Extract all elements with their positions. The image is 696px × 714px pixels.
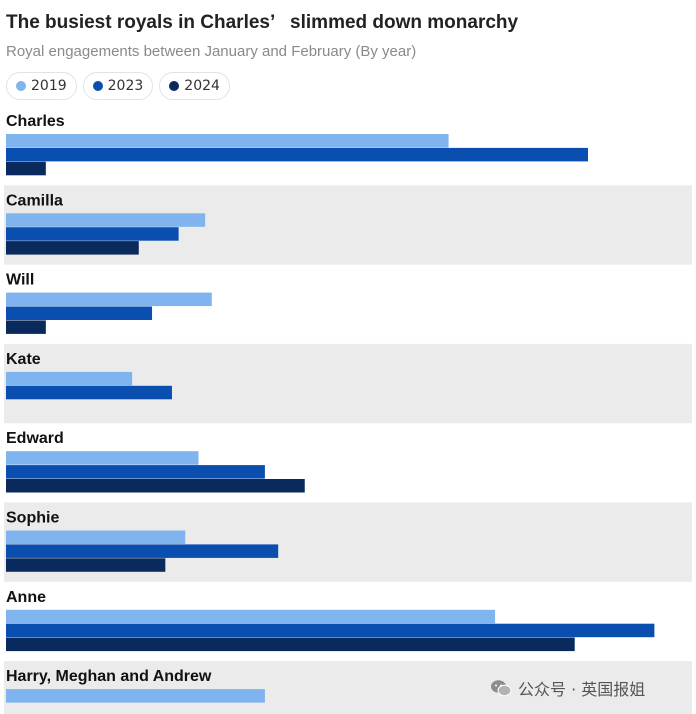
category-label: Camilla	[6, 192, 63, 209]
bar-2019	[6, 530, 186, 544]
category-label: Edward	[6, 430, 64, 447]
legend-label-2024: 2024	[184, 78, 220, 94]
row-band	[4, 185, 692, 265]
bar-2019	[6, 689, 265, 703]
bar-2023	[6, 465, 265, 479]
bar-2023	[6, 544, 279, 558]
category-label: Kate	[6, 351, 41, 368]
bar-2024	[6, 479, 305, 493]
legend: 2019 2023 2024	[6, 72, 230, 100]
watermark: 公众号 · 英国报姐	[490, 676, 645, 700]
bar-2023	[6, 623, 655, 638]
chart-subtitle: Royal engagements between January and Fe…	[6, 43, 417, 60]
bar-2019	[6, 371, 133, 386]
bar-2019	[6, 451, 199, 465]
bar-2023	[6, 385, 172, 400]
wechat-icon	[491, 680, 512, 697]
row-band	[4, 502, 692, 582]
legend-item-2019[interactable]: 2019	[6, 72, 77, 100]
legend-label-2023: 2023	[107, 78, 144, 94]
category-label: Harry, Meghan and Andrew	[6, 668, 212, 685]
legend-swatch-2023	[92, 81, 103, 91]
bar-2024	[6, 558, 166, 572]
bar-2019	[6, 609, 496, 624]
legend-item-2023[interactable]: 2023	[82, 72, 154, 100]
bar-2023	[6, 227, 179, 241]
category-label: Anne	[6, 589, 46, 606]
legend-swatch-2019	[16, 81, 26, 91]
category-label: Charles	[6, 113, 65, 130]
chart-title: The busiest royals in Charles’ slimmed d…	[6, 12, 519, 33]
watermark-text: 公众号 · 英国报姐	[518, 680, 646, 699]
bar-2019	[6, 292, 212, 307]
category-label: Sophie	[6, 510, 59, 527]
legend-item-2024[interactable]: 2024	[159, 72, 230, 100]
bar-2024	[6, 161, 46, 176]
bar-2019	[6, 134, 449, 148]
category-label: Will	[6, 272, 34, 289]
row-band	[4, 343, 692, 424]
bar-2024	[6, 241, 139, 255]
legend-label-2019: 2019	[31, 78, 67, 94]
bar-2024	[6, 320, 46, 334]
bar-2024	[6, 637, 575, 652]
legend-swatch-2024	[169, 81, 180, 91]
bar-2023	[6, 147, 588, 162]
bar-2023	[6, 306, 153, 320]
bar-2019	[6, 213, 206, 227]
